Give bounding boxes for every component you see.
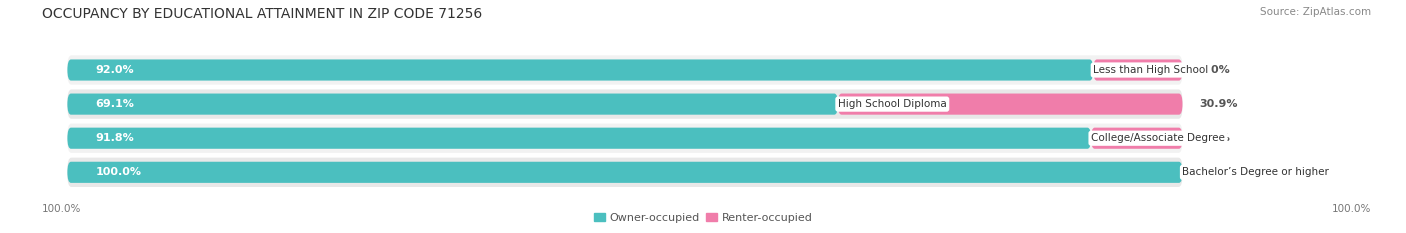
Text: Bachelor’s Degree or higher: Bachelor’s Degree or higher	[1182, 167, 1329, 177]
Text: 100.0%: 100.0%	[42, 204, 82, 214]
Legend: Owner-occupied, Renter-occupied: Owner-occupied, Renter-occupied	[589, 209, 817, 227]
Text: OCCUPANCY BY EDUCATIONAL ATTAINMENT IN ZIP CODE 71256: OCCUPANCY BY EDUCATIONAL ATTAINMENT IN Z…	[42, 7, 482, 21]
FancyBboxPatch shape	[1094, 59, 1182, 81]
FancyBboxPatch shape	[67, 128, 1091, 149]
FancyBboxPatch shape	[67, 158, 1182, 187]
Text: 0.0%: 0.0%	[1199, 167, 1230, 177]
FancyBboxPatch shape	[67, 162, 1182, 183]
Text: Less than High School: Less than High School	[1094, 65, 1209, 75]
FancyBboxPatch shape	[1091, 128, 1182, 149]
Text: 91.8%: 91.8%	[96, 133, 134, 143]
Text: 92.0%: 92.0%	[96, 65, 134, 75]
FancyBboxPatch shape	[67, 55, 1182, 85]
Text: Source: ZipAtlas.com: Source: ZipAtlas.com	[1260, 7, 1371, 17]
Text: 100.0%: 100.0%	[1331, 204, 1371, 214]
FancyBboxPatch shape	[67, 59, 1094, 81]
Text: 69.1%: 69.1%	[96, 99, 134, 109]
Text: 100.0%: 100.0%	[96, 167, 141, 177]
FancyBboxPatch shape	[67, 93, 838, 115]
Text: College/Associate Degree: College/Associate Degree	[1091, 133, 1225, 143]
FancyBboxPatch shape	[67, 123, 1182, 153]
FancyBboxPatch shape	[67, 89, 1182, 119]
Text: 8.0%: 8.0%	[1199, 65, 1230, 75]
Text: 30.9%: 30.9%	[1199, 99, 1237, 109]
Text: 8.2%: 8.2%	[1199, 133, 1230, 143]
Text: High School Diploma: High School Diploma	[838, 99, 946, 109]
FancyBboxPatch shape	[838, 93, 1182, 115]
